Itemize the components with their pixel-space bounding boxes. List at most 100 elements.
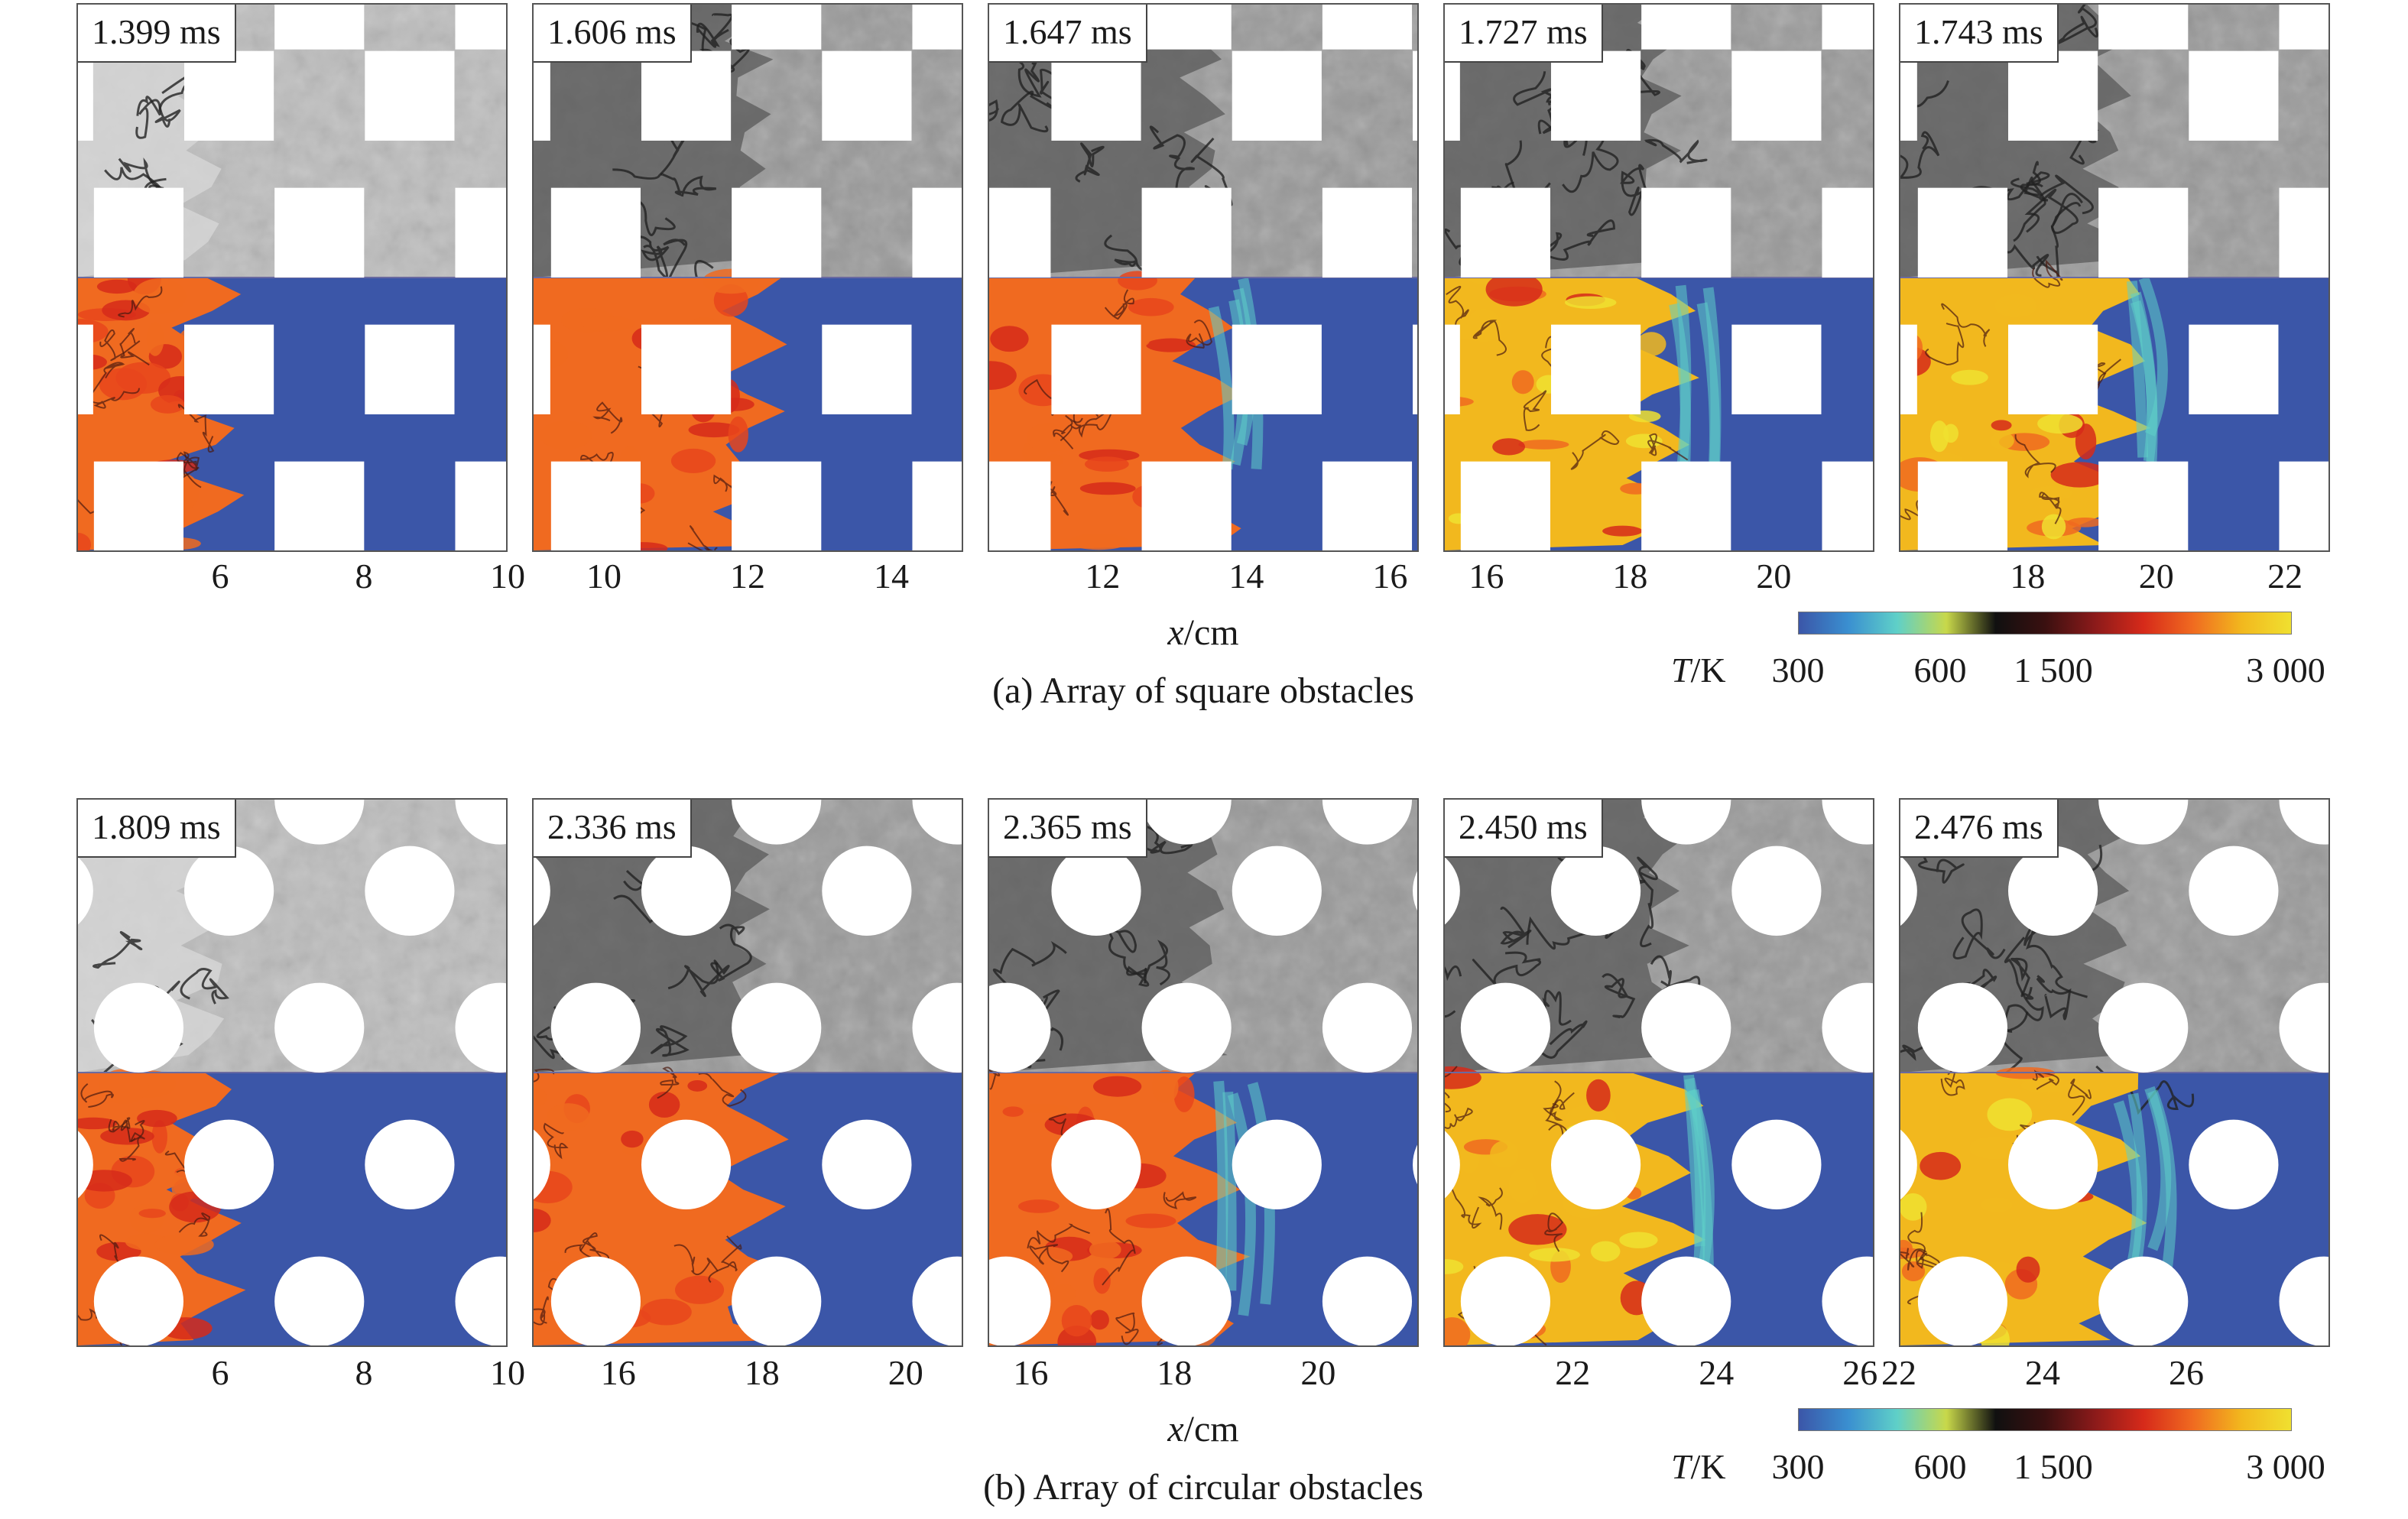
square-obstacle [1551, 324, 1641, 414]
circular-obstacle [1322, 982, 1413, 1073]
flame-blob [621, 1130, 644, 1148]
circular-obstacle [365, 1119, 455, 1209]
square-obstacle [1413, 324, 1417, 414]
flame-contour [1163, 1191, 1197, 1209]
flame-blob [1920, 1151, 1962, 1180]
schlieren-temperature-field [1900, 800, 2328, 1345]
circular-obstacle [1413, 871, 1417, 911]
square-obstacle [365, 324, 455, 414]
flame-blob [1990, 431, 2014, 450]
x-tick-label: 24 [2025, 1353, 2060, 1392]
x-tick-label: 8 [355, 1353, 373, 1392]
time-label: 1.606 ms [534, 5, 692, 63]
square-obstacle [1641, 461, 1731, 550]
flame-blob [1518, 440, 1569, 450]
circular-obstacle [1822, 982, 1873, 1073]
shock-heated-gas [1222, 1092, 1237, 1291]
square-obstacle [93, 187, 184, 278]
square-obstacle [1141, 461, 1232, 550]
circular-obstacle [93, 982, 184, 1073]
square-obstacle [641, 50, 732, 141]
circular-obstacle [534, 1129, 550, 1200]
flame-blob [1900, 1193, 1927, 1221]
square-obstacle [732, 461, 822, 550]
flame-contour [2056, 5, 2098, 45]
flame-contour [1941, 303, 1991, 347]
shock-heated-gas [1213, 1080, 1228, 1302]
flame-blob [1586, 1079, 1611, 1112]
shock-heated-gas [1208, 306, 1235, 470]
flame-contour [1523, 390, 1547, 431]
caption-b: (b) Array of circular obstacles [983, 1467, 1423, 1508]
square-obstacle [1822, 187, 1873, 278]
flame-blob [1128, 297, 1174, 316]
circular-obstacle [989, 1256, 1051, 1345]
flame-blob [151, 1120, 167, 1154]
flame-contour [90, 362, 125, 395]
caption-a: (a) Array of square obstacles [992, 670, 1414, 711]
circular-obstacle [1322, 1256, 1413, 1345]
circular-obstacle [912, 1256, 962, 1345]
square-obstacle [1551, 50, 1641, 141]
flame-blob [534, 1259, 563, 1273]
time-label: 2.450 ms [1445, 800, 1603, 858]
x-tick-label: 14 [1228, 557, 1264, 596]
flame-contour [1540, 219, 1615, 261]
flame-contour [2004, 936, 2044, 1033]
square-obstacle [2189, 324, 2279, 414]
flame-blob [547, 1103, 590, 1131]
flame-contour [1000, 90, 1056, 133]
circular-obstacle [1051, 846, 1141, 936]
flame-blob [1565, 296, 1617, 309]
circular-obstacle [1917, 982, 2007, 1073]
x-tick-label: 10 [490, 557, 525, 596]
flame-contour [690, 525, 710, 550]
flame-contour [88, 388, 140, 409]
flame-blob [99, 368, 148, 401]
circular-obstacle [822, 846, 912, 936]
flame-contour [2024, 188, 2083, 235]
flame-blob [1002, 1106, 1024, 1117]
circular-obstacle [1141, 982, 1232, 1073]
square-obstacle [912, 187, 962, 278]
circular-obstacle [93, 1256, 183, 1345]
circular-obstacle [1413, 1144, 1417, 1185]
flame-blob [154, 1233, 214, 1256]
flame-contour [1544, 1212, 1564, 1252]
flame-blob [1490, 1141, 1519, 1168]
schlieren-temperature-field [78, 800, 506, 1345]
time-label: 1.743 ms [1900, 5, 2059, 63]
flame-blob [534, 1088, 547, 1107]
square-obstacle [912, 5, 962, 50]
square-obstacle [1900, 50, 1917, 141]
flame-blob [2041, 514, 2066, 540]
x-tick-label: 6 [211, 557, 229, 596]
circular-obstacle [1445, 1131, 1460, 1199]
circular-obstacle [1822, 800, 1873, 845]
square-obstacle [550, 187, 641, 278]
square-obstacle [1322, 187, 1413, 278]
flame-blob [1508, 1214, 1567, 1245]
snapshot-panel-b1: 1.809 ms [76, 798, 508, 1347]
circular-obstacle [1900, 1129, 1917, 1200]
flame-contour [1545, 1092, 1575, 1139]
circular-obstacle [641, 1119, 732, 1209]
flame-blob [1173, 1076, 1195, 1112]
square-obstacle [1141, 187, 1232, 278]
flame-contour [1900, 80, 1949, 108]
square-obstacle [184, 50, 274, 141]
flame-blob [78, 533, 92, 550]
square-obstacle [78, 324, 93, 414]
time-label: 1.809 ms [78, 800, 236, 858]
snapshot-panel-a5: 1.743 ms [1899, 3, 2330, 552]
circular-obstacle [1445, 857, 1460, 925]
flame-blob [137, 1109, 177, 1128]
x-tick-label: 14 [874, 557, 909, 596]
flame-blob [2016, 1256, 2040, 1283]
flame-contour [657, 1066, 680, 1099]
circular-obstacle [455, 1256, 506, 1345]
flame-blob [100, 1128, 154, 1145]
flame-blob [1017, 1199, 1060, 1213]
flame-contour [2036, 202, 2082, 281]
flame-contour [1053, 414, 1083, 450]
